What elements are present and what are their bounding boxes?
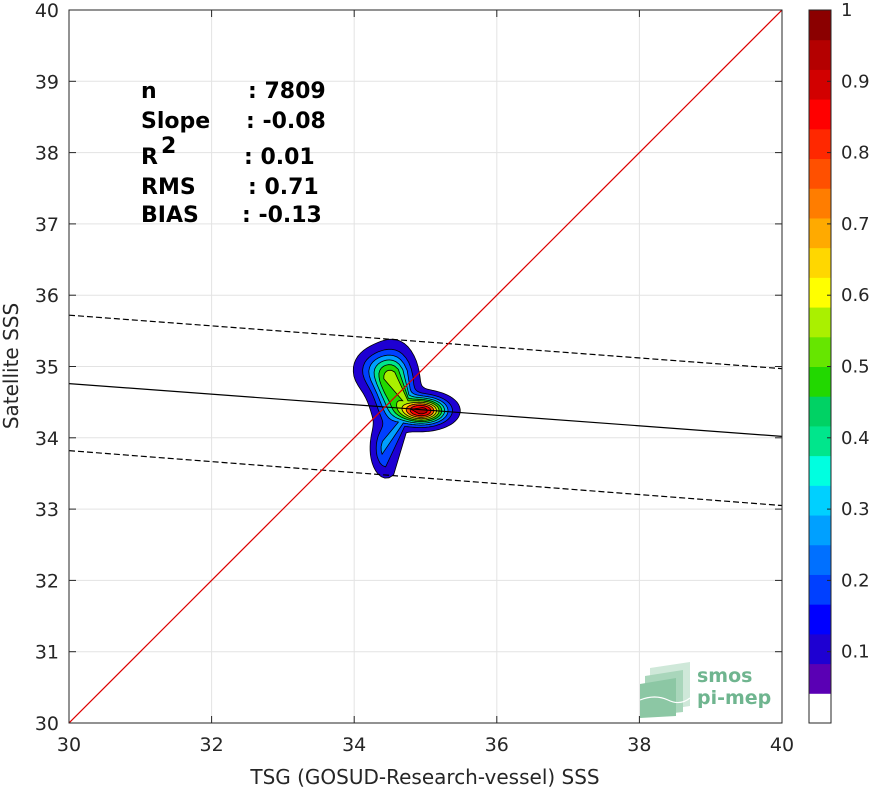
colorbar-segment: [809, 515, 831, 546]
colorbar-segment: [809, 544, 831, 575]
y-tick-label: 35: [35, 357, 59, 379]
x-tick-label: 40: [770, 734, 794, 756]
colorbar-segment: [809, 336, 831, 367]
colorbar-segment: [809, 604, 831, 635]
colorbar-segment: [809, 158, 831, 189]
smos-pi-mep-logo: smos pi-mep: [639, 662, 771, 718]
colorbar-tick-label: 0.3: [841, 499, 870, 520]
colorbar-tick-label: 0.6: [841, 285, 870, 306]
y-tick-label: 38: [35, 143, 59, 165]
regression-fit-line: [69, 383, 782, 437]
colorbar-segment: [809, 188, 831, 219]
colorbar-segment: [809, 425, 831, 457]
identity-line: [69, 10, 782, 723]
colorbar-segment: [809, 39, 831, 70]
statistics-box: n : 7809 Slope : -0.08 R 2 : 0.01 RMS : 0.71 BIAS…: [141, 79, 326, 228]
y-tick-label: 40: [35, 0, 59, 22]
stat-value: : 0.71: [248, 175, 319, 200]
x-tick-label: 38: [627, 734, 651, 756]
colorbar-segment: [809, 277, 831, 308]
stat-label: BIAS: [141, 203, 199, 228]
colorbar-tick-label: 0.9: [841, 71, 870, 92]
regression-lines: [69, 10, 782, 723]
y-tick-label: 32: [35, 570, 59, 592]
colorbar-segment: [809, 693, 831, 724]
colorbar-tick-label: 0.7: [841, 214, 870, 235]
colorbar-tick-label: 0.4: [841, 428, 870, 449]
y-tick-label: 30: [35, 713, 59, 735]
stat-label: RMS: [141, 175, 196, 200]
colorbar-segment: [809, 247, 831, 278]
x-tick-label: 30: [57, 734, 81, 756]
x-axis-label: TSG (GOSUD-Research-vessel) SSS: [249, 765, 599, 789]
y-tick-label: 31: [35, 642, 59, 664]
y-tick-label: 37: [35, 214, 59, 236]
colorbar-segment: [809, 99, 831, 130]
x-tick-label: 34: [342, 734, 366, 756]
logo-text-pimep: pi-mep: [697, 687, 771, 709]
stat-value: : -0.13: [242, 203, 322, 228]
lower-bound-line: [69, 450, 782, 507]
upper-bound-line: [69, 314, 782, 370]
stat-value: : 7809: [248, 79, 326, 104]
colorbar-segment: [809, 633, 831, 665]
colorbar-segment: [809, 10, 831, 41]
colorbar-segment: [809, 485, 831, 516]
logo-text-smos: smos: [697, 665, 752, 687]
colorbar-segment: [809, 69, 831, 100]
stat-label: n: [141, 79, 157, 104]
axis-ticks: 30 32 34 36 38 40 30 31 32 33 34 35 36 37 38 39 40: [35, 0, 794, 756]
x-tick-label: 32: [200, 734, 224, 756]
colorbar-segment: [809, 574, 831, 605]
colorbar-tick-label: 0.5: [841, 357, 870, 378]
colorbar-segment: [809, 455, 831, 486]
y-tick-label: 39: [35, 71, 59, 93]
colorbar-segment: [809, 307, 831, 338]
y-tick-label: 34: [35, 428, 59, 450]
colorbar-segment: [809, 663, 831, 694]
stat-superscript: 2: [161, 134, 176, 159]
y-tick-label: 36: [35, 285, 59, 307]
stat-value: : 0.01: [244, 145, 315, 170]
stat-value: : -0.08: [246, 109, 326, 134]
colorbar-tick-label: 0.8: [841, 143, 870, 164]
colorbar-segment: [809, 366, 831, 397]
colorbar: 0.1 0.2 0.3 0.4 0.5 0.6 0.7 0.8 0.9 1: [808, 0, 870, 724]
y-axis-label: Satellite SSS: [0, 303, 23, 429]
x-tick-label: 36: [485, 734, 509, 756]
logo-mark: [639, 662, 691, 718]
colorbar-segment: [809, 396, 831, 427]
stat-label: Slope: [141, 109, 210, 134]
colorbar-tick-label: 0.1: [841, 642, 870, 663]
colorbar-segment: [809, 217, 831, 249]
y-tick-label: 33: [35, 499, 59, 521]
colorbar-segment: [809, 128, 831, 160]
colorbar-tick-label: 0.2: [841, 570, 870, 591]
colorbar-tick-label: 1: [841, 0, 852, 21]
stat-label: R: [141, 145, 158, 170]
